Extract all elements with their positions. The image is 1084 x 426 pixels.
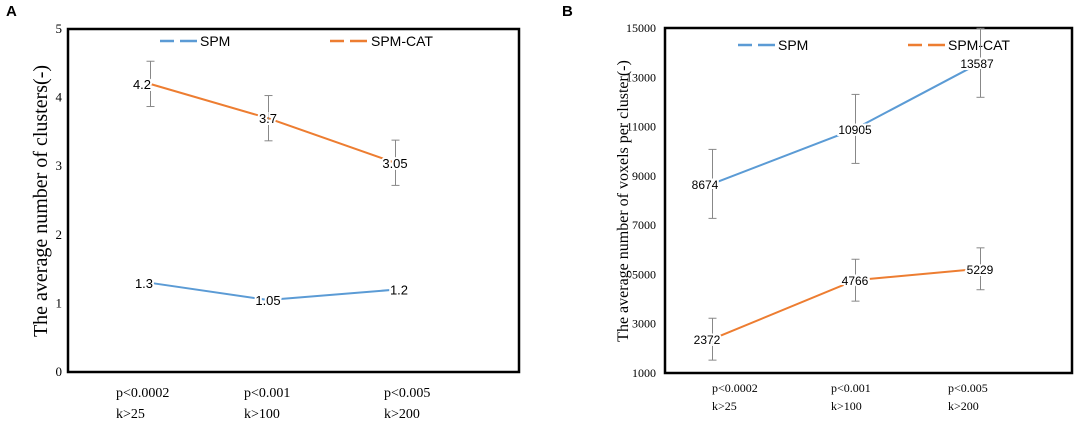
panel-a: A The average number of clusters(-) 0 1 2 3… [6,3,521,422]
data-label: 4.2 [133,77,151,92]
legend-entry: SPM [200,33,230,49]
x-category-label: p<0.001 [244,386,290,401]
panel-a-plot-frame [66,27,521,374]
series-line [149,281,396,301]
y-tick-label: 13000 [626,70,656,84]
y-tick-label: 9000 [632,169,656,183]
y-tick-label: 1000 [632,366,656,380]
panel-a-series: 1.3 1.05 1.2 4.2 3.7 3.05 [131,60,410,310]
panel-b-y-ticks: 1000 3000 5000 7000 9000 11000 13000 15000 [626,21,656,380]
y-tick-label: 15000 [626,21,656,35]
y-tick-label: 0 [56,364,63,379]
data-label: 1.3 [135,276,153,291]
legend-entry: SPM [778,37,808,53]
y-tick-label: 7000 [632,218,656,232]
y-tick-label: 3 [56,158,63,173]
panel-b-y-axis-label: The average number of voxels per cluster… [615,60,632,342]
data-label: 3.7 [259,111,277,126]
y-tick-label: 11000 [626,120,656,134]
y-tick-label: 1 [56,295,63,310]
x-category-label: k>200 [384,407,420,422]
y-tick-label: 3000 [632,317,656,331]
legend-entry: SPM-CAT [948,37,1010,53]
data-label: 4766 [842,274,869,288]
x-category-label: k>25 [712,399,737,413]
data-label: 10905 [838,123,872,137]
data-label: 5229 [967,263,994,277]
y-tick-label: 4 [56,90,63,105]
panel-a-x-categories: p<0.0002 k>25 p<0.001 k>100 p<0.005 k>200 [116,386,430,422]
panel-a-letter: A [6,3,17,20]
data-label: 3.05 [382,156,407,171]
y-tick-label: 5000 [632,267,656,281]
panel-b: B The average number of voxels per clust… [562,3,1074,413]
data-label: 13587 [960,57,994,71]
data-label: 1.05 [255,293,280,308]
data-label: 1.2 [390,283,408,298]
x-category-label: k>100 [244,407,280,422]
x-category-label: k>25 [116,407,145,422]
panel-b-plot-frame [663,26,1074,375]
x-category-label: p<0.0002 [116,386,169,401]
panel-a-legend: SPM SPM-CAT [160,33,433,49]
x-category-label: p<0.005 [384,386,430,401]
panel-a-y-ticks: 0 1 2 3 4 5 [56,21,63,379]
panel-b-letter: B [562,3,573,20]
legend-entry: SPM-CAT [371,33,433,49]
y-tick-label: 2 [56,227,63,242]
y-tick-label: 5 [56,21,63,36]
x-category-label: k>200 [948,399,979,413]
panel-a-y-axis-label: The average number of clusters(-) [30,65,52,337]
panel-b-series: 8674 10905 13587 2372 4766 5229 [690,27,996,361]
x-category-label: p<0.001 [831,381,871,395]
x-category-label: p<0.0002 [712,381,758,395]
panel-b-x-categories: p<0.0002 k>25 p<0.001 k>100 p<0.005 k>200 [712,381,988,413]
x-category-label: k>100 [831,399,862,413]
panel-b-legend: SPM SPM-CAT [738,37,1010,53]
data-label: 2372 [694,333,721,347]
x-category-label: p<0.005 [948,381,988,395]
data-label: 8674 [692,178,719,192]
